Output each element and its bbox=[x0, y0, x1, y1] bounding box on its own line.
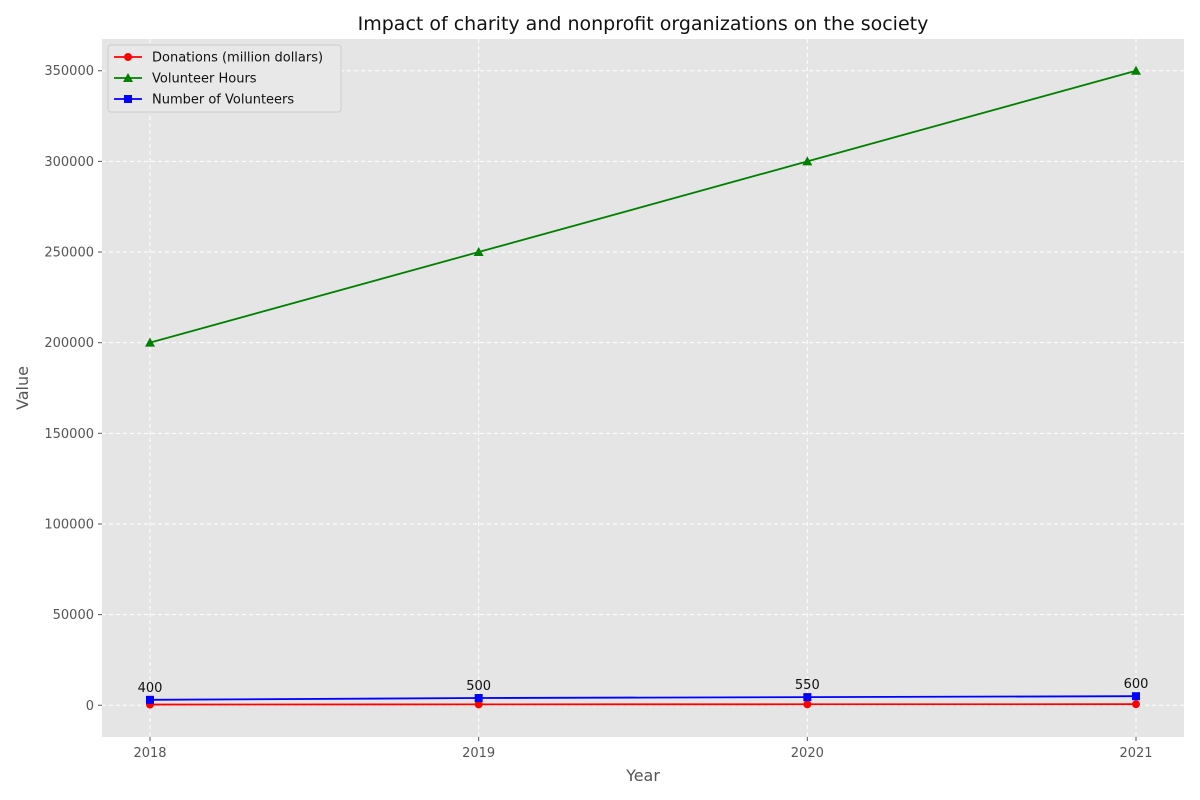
series-line bbox=[149, 69, 1137, 344]
y-tick-label: 350000 bbox=[44, 64, 94, 79]
data-label: 400 bbox=[138, 681, 163, 696]
y-tick-label: 250000 bbox=[44, 246, 94, 261]
plot-background bbox=[102, 39, 1184, 737]
data-point bbox=[803, 700, 812, 709]
legend: Donations (million dollars) Volunteer Hou… bbox=[107, 44, 342, 113]
data-point bbox=[803, 693, 812, 702]
x-tick-label: 2018 bbox=[133, 746, 166, 761]
y-tick-label: 0 bbox=[86, 699, 94, 714]
data-point bbox=[1132, 700, 1140, 709]
axis-ticks: 0 50000 100000 150000 200000 250000 300000 3500… bbox=[44, 64, 1152, 761]
legend-label: Number of Volunteers bbox=[152, 93, 294, 108]
grid-lines bbox=[102, 39, 1184, 737]
series-2 bbox=[146, 692, 1140, 704]
x-axis-label: Year bbox=[625, 766, 660, 785]
y-tick-label: 200000 bbox=[44, 336, 94, 351]
data-point bbox=[802, 156, 813, 166]
legend-marker bbox=[123, 73, 133, 82]
series-1 bbox=[145, 65, 1141, 347]
legend-item: Number of Volunteers bbox=[114, 93, 294, 108]
y-axis-label: Value bbox=[13, 366, 32, 410]
legend-item: Volunteer Hours bbox=[114, 72, 257, 87]
data-label: 600 bbox=[1124, 677, 1149, 692]
legend-marker bbox=[124, 53, 132, 61]
legend-label: Volunteer Hours bbox=[152, 72, 257, 87]
data-labels: 400 500 550 600 bbox=[138, 677, 1149, 696]
legend-box bbox=[107, 44, 342, 113]
data-label: 500 bbox=[466, 679, 491, 694]
series-line bbox=[149, 695, 1137, 701]
chart-title: Impact of charity and nonprofit organiza… bbox=[358, 13, 929, 35]
legend-item: Donations (million dollars) bbox=[114, 51, 323, 66]
data-point bbox=[146, 695, 154, 704]
x-tick-label: 2019 bbox=[462, 746, 495, 761]
y-tick-label: 50000 bbox=[53, 608, 94, 623]
x-tick-label: 2020 bbox=[791, 746, 824, 761]
y-tick-label: 100000 bbox=[44, 517, 94, 532]
legend-marker bbox=[124, 95, 132, 103]
data-point bbox=[473, 247, 484, 257]
data-label: 550 bbox=[795, 678, 820, 693]
data-point bbox=[1132, 692, 1140, 701]
data-point bbox=[145, 337, 155, 347]
y-tick-label: 300000 bbox=[44, 155, 94, 170]
x-tick-label: 2021 bbox=[1119, 746, 1152, 761]
data-point bbox=[1131, 65, 1141, 75]
series-layer bbox=[145, 65, 1141, 709]
data-point bbox=[474, 694, 483, 703]
data-point bbox=[474, 700, 483, 709]
legend-label: Donations (million dollars) bbox=[152, 51, 323, 66]
y-tick-label: 150000 bbox=[44, 427, 94, 442]
